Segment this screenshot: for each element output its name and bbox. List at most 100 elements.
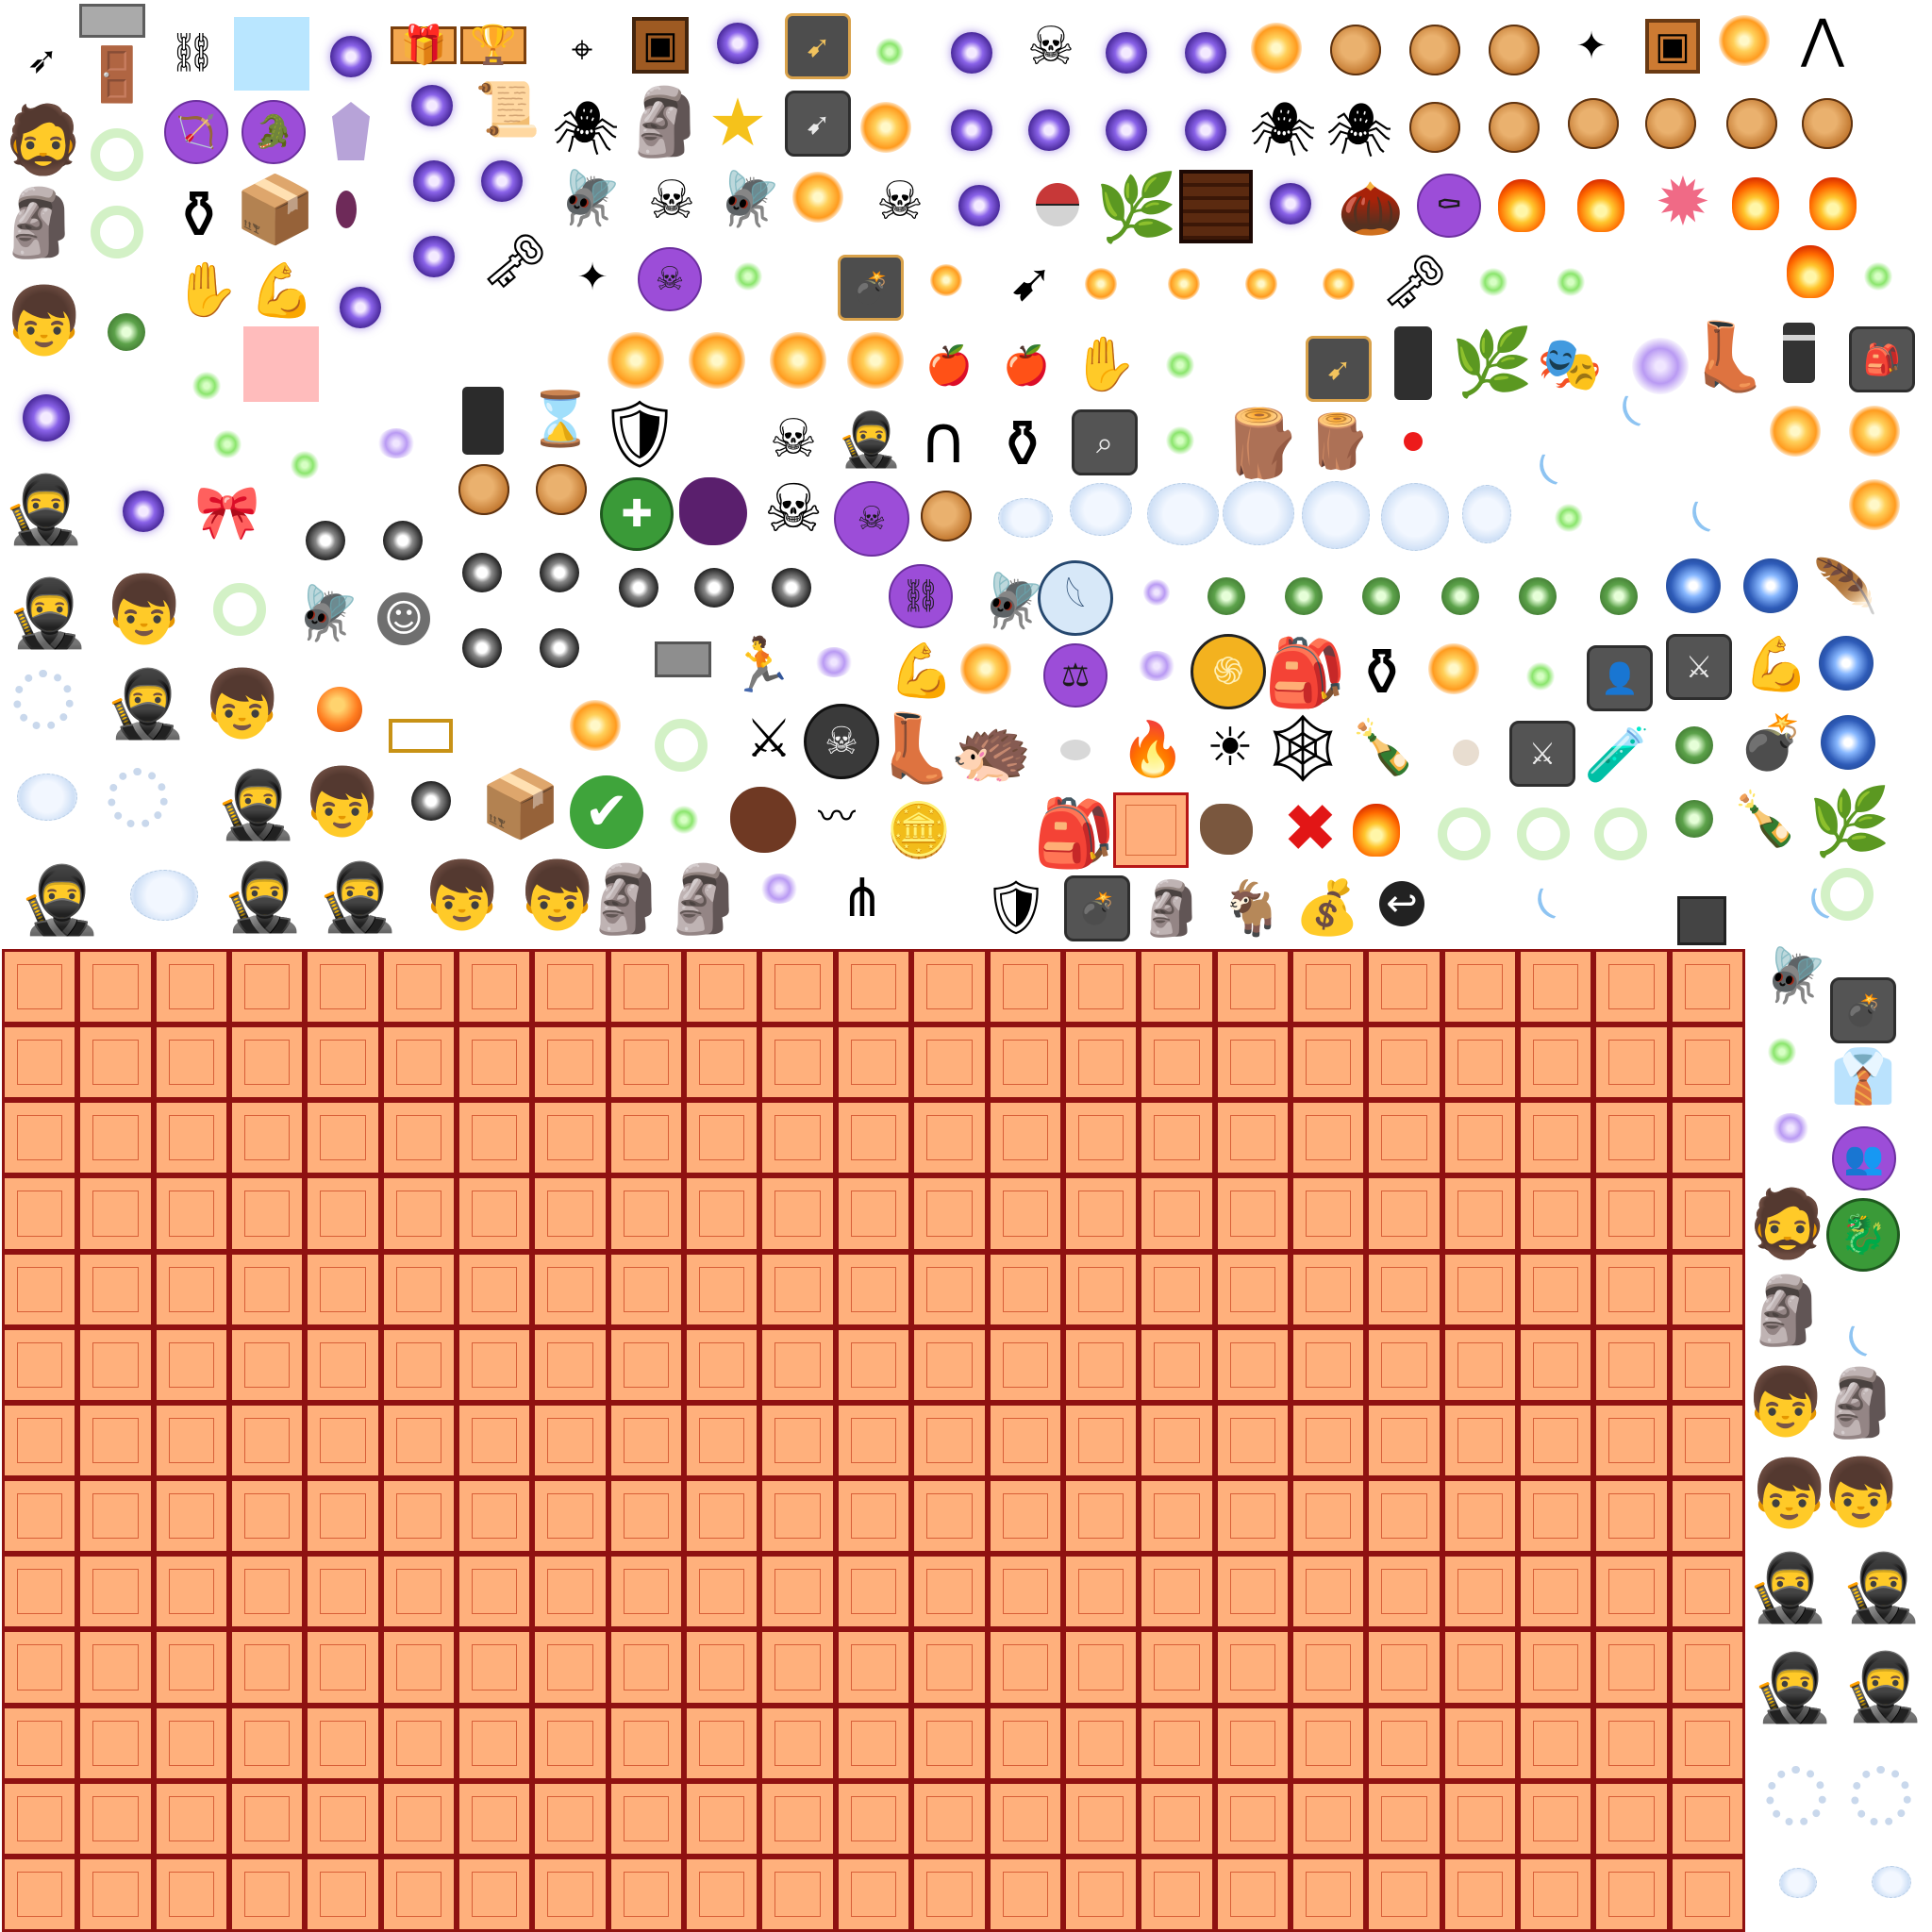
inventory-slot[interactable] [1593, 1856, 1670, 1932]
inventory-slot[interactable] [1441, 1629, 1518, 1706]
inventory-slot[interactable] [608, 949, 685, 1025]
inventory-slot[interactable] [1062, 1326, 1140, 1403]
inventory-slot[interactable] [835, 1478, 912, 1555]
inventory-slot[interactable] [1062, 1024, 1140, 1101]
inventory-slot[interactable] [77, 1326, 154, 1403]
inventory-slot[interactable] [532, 1629, 608, 1706]
inventory-slot[interactable] [759, 1326, 836, 1403]
inventory-slot[interactable] [1290, 1024, 1367, 1101]
inventory-slot[interactable] [1517, 1100, 1594, 1176]
inventory-slot[interactable] [835, 1402, 912, 1479]
inventory-slot[interactable] [1669, 1478, 1745, 1555]
inventory-slot[interactable] [1593, 1175, 1670, 1252]
inventory-slot[interactable] [1290, 1629, 1367, 1706]
inventory-slot[interactable] [457, 1478, 533, 1555]
inventory-slot[interactable] [305, 1856, 381, 1932]
inventory-slot[interactable] [305, 1478, 381, 1555]
inventory-slot[interactable] [1062, 949, 1140, 1025]
inventory-slot[interactable] [1290, 1326, 1367, 1403]
inventory-slot[interactable] [911, 1629, 988, 1706]
inventory-slot[interactable] [835, 1780, 912, 1857]
inventory-slot[interactable] [380, 1780, 458, 1857]
inventory-slot[interactable] [987, 1251, 1063, 1327]
inventory-slot[interactable] [835, 1629, 912, 1706]
inventory-slot[interactable] [532, 1478, 608, 1555]
inventory-slot[interactable] [1062, 1175, 1140, 1252]
inventory-slot[interactable] [1366, 1629, 1442, 1706]
inventory-slot[interactable] [608, 1705, 685, 1781]
inventory-slot[interactable] [1441, 1705, 1518, 1781]
inventory-slot[interactable] [1062, 1478, 1140, 1555]
inventory-slot[interactable] [684, 1478, 760, 1555]
inventory-slot[interactable] [1290, 1856, 1367, 1932]
inventory-slot[interactable] [1593, 1326, 1670, 1403]
inventory-slot[interactable] [1062, 1705, 1140, 1781]
inventory-slot[interactable] [987, 949, 1063, 1025]
inventory-slot[interactable] [229, 949, 306, 1025]
inventory-slot[interactable] [2, 1326, 78, 1403]
inventory-slot[interactable] [229, 1100, 306, 1176]
inventory-slot[interactable] [987, 1554, 1063, 1630]
inventory-slot[interactable] [1366, 1100, 1442, 1176]
inventory-slot[interactable] [457, 1024, 533, 1101]
inventory-slot[interactable] [1593, 1478, 1670, 1555]
inventory-slot[interactable] [1366, 1402, 1442, 1479]
inventory-slot[interactable] [835, 1175, 912, 1252]
inventory-slot[interactable] [1290, 949, 1367, 1025]
inventory-slot[interactable] [2, 1251, 78, 1327]
inventory-slot[interactable] [1441, 1100, 1518, 1176]
inventory-slot[interactable] [1441, 1326, 1518, 1403]
inventory-slot[interactable] [1290, 1402, 1367, 1479]
inventory-slot[interactable] [608, 1402, 685, 1479]
inventory-slot[interactable] [1593, 1629, 1670, 1706]
inventory-slot[interactable] [229, 1024, 306, 1101]
inventory-slot[interactable] [684, 1856, 760, 1932]
inventory-slot[interactable] [1139, 1175, 1215, 1252]
inventory-slot[interactable] [380, 1402, 458, 1479]
inventory-slot[interactable] [1593, 1402, 1670, 1479]
inventory-slot[interactable] [77, 1705, 154, 1781]
inventory-slot[interactable] [380, 1629, 458, 1706]
inventory-slot[interactable] [987, 1478, 1063, 1555]
inventory-slot[interactable] [532, 1326, 608, 1403]
inventory-slot[interactable] [684, 1629, 760, 1706]
inventory-slot[interactable] [305, 1554, 381, 1630]
inventory-slot[interactable] [1669, 1780, 1745, 1857]
inventory-slot[interactable] [1366, 1705, 1442, 1781]
inventory-slot[interactable] [608, 1856, 685, 1932]
inventory-slot[interactable] [305, 1251, 381, 1327]
inventory-slot[interactable] [987, 1024, 1063, 1101]
inventory-slot[interactable] [1441, 1554, 1518, 1630]
inventory-slot[interactable] [608, 1780, 685, 1857]
inventory-slot[interactable] [1441, 1478, 1518, 1555]
inventory-slot[interactable] [1441, 1856, 1518, 1932]
inventory-slot[interactable] [1441, 1175, 1518, 1252]
inventory-slot[interactable] [1290, 1705, 1367, 1781]
inventory-slot[interactable] [1214, 1554, 1291, 1630]
inventory-slot[interactable] [759, 1100, 836, 1176]
inventory-slot[interactable] [759, 1024, 836, 1101]
inventory-slot[interactable] [153, 1100, 230, 1176]
inventory-slot[interactable] [1139, 1780, 1215, 1857]
inventory-slot[interactable] [1062, 1780, 1140, 1857]
inventory-slot[interactable] [457, 1629, 533, 1706]
inventory-slot[interactable] [1214, 1629, 1291, 1706]
inventory-slot[interactable] [608, 1554, 685, 1630]
inventory-slot[interactable] [1139, 1326, 1215, 1403]
inventory-slot[interactable] [1441, 1251, 1518, 1327]
inventory-slot[interactable] [1441, 1024, 1518, 1101]
inventory-slot[interactable] [608, 1175, 685, 1252]
inventory-slot[interactable] [1669, 1402, 1745, 1479]
inventory-slot[interactable] [1214, 1024, 1291, 1101]
inventory-slot[interactable] [835, 1251, 912, 1327]
inventory-slot[interactable] [1214, 1780, 1291, 1857]
inventory-slot[interactable] [684, 949, 760, 1025]
inventory-slot[interactable] [229, 1705, 306, 1781]
inventory-slot[interactable] [457, 1326, 533, 1403]
inventory-slot[interactable] [1669, 1856, 1745, 1932]
inventory-slot[interactable] [1669, 1175, 1745, 1252]
inventory-slot[interactable] [2, 1780, 78, 1857]
inventory-slot[interactable] [1290, 1780, 1367, 1857]
inventory-slot[interactable] [1214, 1251, 1291, 1327]
inventory-slot[interactable] [1517, 1705, 1594, 1781]
